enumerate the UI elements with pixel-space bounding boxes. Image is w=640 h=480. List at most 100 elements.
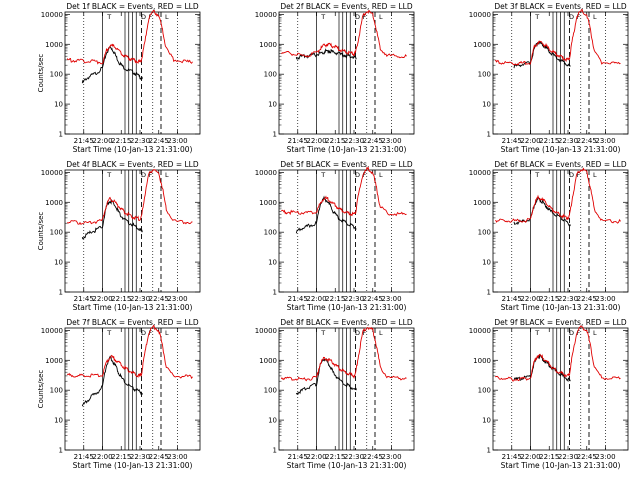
events-series-line xyxy=(81,198,143,240)
x-tick-label: 22:45 xyxy=(363,137,383,145)
x-tick-label: 22:00 xyxy=(520,295,540,303)
x-tick-label: 22:30 xyxy=(344,137,364,145)
x-tick-label: 22:00 xyxy=(92,137,112,145)
y-tick-label: 100 xyxy=(478,387,491,395)
x-tick-label: 23:00 xyxy=(381,137,401,145)
y-tick-label: 1000 xyxy=(473,41,491,49)
x-tick-label: 22:00 xyxy=(306,137,326,145)
event-marker-label: T xyxy=(320,171,325,179)
y-tick-label: 10 xyxy=(268,259,277,267)
events-series-line xyxy=(81,46,143,84)
x-tick-label: 22:30 xyxy=(344,295,364,303)
x-tick-label: 22:00 xyxy=(306,295,326,303)
y-tick-label: 10 xyxy=(482,101,491,109)
y-tick-label: 10000 xyxy=(41,11,63,19)
event-marker-label: L xyxy=(379,13,383,21)
event-marker-label: D xyxy=(355,329,360,337)
event-marker-label: D xyxy=(141,329,146,337)
chart-panel: Det 6f BLACK = Events, RED = LLD 1 10 100 10… xyxy=(469,160,629,312)
events-series-line xyxy=(295,195,357,234)
chart-title: Det 6f BLACK = Events, RED = LLD xyxy=(494,160,627,169)
x-tick-label: 23:00 xyxy=(595,453,615,461)
lld-series-line xyxy=(495,167,621,224)
chart-title: Det 8f BLACK = Events, RED = LLD xyxy=(280,318,413,327)
x-tick-label: 22:45 xyxy=(149,137,169,145)
x-tick-label: 22:15 xyxy=(111,295,131,303)
event-marker-label: T xyxy=(320,13,325,21)
y-tick-label: 10000 xyxy=(469,327,491,335)
x-tick-label: 22:45 xyxy=(149,453,169,461)
chart-title: Det 9f BLACK = Events, RED = LLD xyxy=(494,318,627,327)
x-tick-label: 21:45 xyxy=(74,137,94,145)
event-marker-label: T xyxy=(106,171,111,179)
x-tick-label: 22:45 xyxy=(363,453,383,461)
y-axis-label: Counts/sec xyxy=(37,212,45,251)
y-tick-label: 10 xyxy=(482,417,491,425)
x-tick-label: 23:00 xyxy=(167,295,187,303)
events-series-line xyxy=(513,40,571,69)
x-tick-label: 21:45 xyxy=(288,453,308,461)
x-tick-label: 22:30 xyxy=(558,295,578,303)
x-tick-label: 22:15 xyxy=(539,295,559,303)
y-tick-label: 10000 xyxy=(255,11,277,19)
y-tick-label: 1000 xyxy=(45,199,63,207)
y-tick-label: 1 xyxy=(487,447,491,455)
event-marker-label: F xyxy=(149,13,153,21)
x-tick-label: 22:45 xyxy=(149,295,169,303)
x-tick-label: 22:00 xyxy=(520,453,540,461)
chart-panel: Det 3f BLACK = Events, RED = LLD 1 10 100 10… xyxy=(469,2,629,154)
lld-series-line xyxy=(280,9,407,59)
y-tick-label: 100 xyxy=(478,71,491,79)
y-tick-label: 1 xyxy=(487,289,491,297)
x-tick-label: 22:15 xyxy=(539,453,559,461)
y-tick-label: 10 xyxy=(54,259,63,267)
x-tick-label: 22:30 xyxy=(130,453,150,461)
x-tick-label: 22:30 xyxy=(558,137,578,145)
x-tick-label: 21:45 xyxy=(502,295,522,303)
y-tick-label: 1 xyxy=(59,289,63,297)
lld-series-line xyxy=(494,9,621,66)
events-series-line xyxy=(295,358,357,395)
x-axis-label: Start Time (10-Jan-13 21:31:00) xyxy=(501,145,621,154)
x-tick-label: 23:00 xyxy=(381,295,401,303)
lld-series-line xyxy=(66,169,193,225)
x-tick-label: 22:00 xyxy=(306,453,326,461)
y-tick-label: 10 xyxy=(268,101,277,109)
event-marker-label: D xyxy=(569,171,574,179)
y-tick-label: 1000 xyxy=(45,41,63,49)
x-axis-label: Start Time (10-Jan-13 21:31:00) xyxy=(73,145,193,154)
y-tick-label: 100 xyxy=(50,229,63,237)
x-tick-label: 22:15 xyxy=(111,453,131,461)
y-tick-label: 1 xyxy=(59,131,63,139)
y-tick-label: 10000 xyxy=(255,327,277,335)
event-marker-label: L xyxy=(593,13,597,21)
event-marker-label: D xyxy=(141,13,146,21)
chart-panel: Det 4f BLACK = Events, RED = LLD 1 10 100 10… xyxy=(37,160,201,312)
x-axis-label: Start Time (10-Jan-13 21:31:00) xyxy=(73,461,193,470)
event-marker-label: L xyxy=(379,171,383,179)
x-tick-label: 23:00 xyxy=(381,453,401,461)
x-tick-label: 22:45 xyxy=(577,295,597,303)
y-tick-label: 100 xyxy=(50,71,63,79)
x-tick-label: 22:00 xyxy=(520,137,540,145)
lld-series-line xyxy=(280,326,407,382)
event-marker-label: F xyxy=(577,329,581,337)
event-marker-label: D xyxy=(569,13,574,21)
x-tick-label: 21:45 xyxy=(74,295,94,303)
event-marker-label: T xyxy=(534,13,539,21)
events-series-line xyxy=(513,353,571,383)
x-tick-label: 22:15 xyxy=(539,137,559,145)
lld-series-line xyxy=(495,325,621,382)
x-tick-label: 23:00 xyxy=(167,137,187,145)
lld-series-line xyxy=(281,166,407,217)
y-tick-label: 10 xyxy=(54,417,63,425)
y-tick-label: 10000 xyxy=(469,11,491,19)
event-marker-label: F xyxy=(149,171,153,179)
events-series-line xyxy=(295,48,357,61)
y-tick-label: 10 xyxy=(54,101,63,109)
event-marker-label: T xyxy=(320,329,325,337)
x-axis-label: Start Time (10-Jan-13 21:31:00) xyxy=(287,303,407,312)
y-tick-label: 100 xyxy=(478,229,491,237)
x-tick-label: 22:30 xyxy=(558,453,578,461)
y-tick-label: 1 xyxy=(273,289,277,297)
